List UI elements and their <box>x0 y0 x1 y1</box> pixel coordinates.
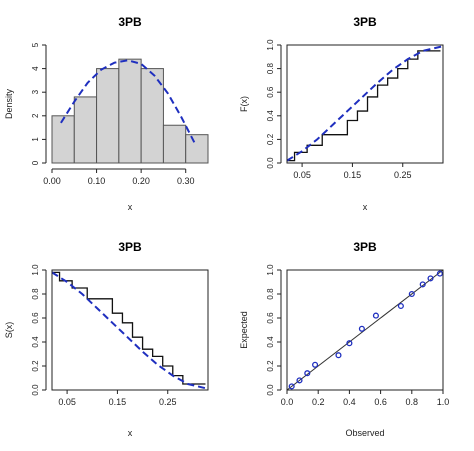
y-tick-label: 1 <box>31 137 40 142</box>
fitted-density-curve <box>60 59 196 144</box>
y-tick-label: 3 <box>31 89 40 94</box>
x-tick-label: 0.4 <box>343 397 356 407</box>
data-point <box>304 370 311 377</box>
x-tick-label: 0.10 <box>88 176 106 186</box>
chart-title: 3PB <box>353 15 377 29</box>
histogram-bar <box>96 68 120 164</box>
data-point <box>397 302 404 310</box>
histogram-bar <box>185 134 209 164</box>
y-tick-label: 0.2 <box>266 133 275 145</box>
fitted-curve <box>286 45 444 162</box>
y-axis-title: Expected <box>239 311 249 349</box>
histogram-bar <box>140 68 164 164</box>
panel-histogram-density: 3PB 0.00 0.10 0.20 0.30 0 1 2 3 4 5 x Density <box>4 15 209 212</box>
histogram-bar <box>51 115 75 164</box>
x-axis-title: x <box>128 202 133 212</box>
data-point <box>427 275 434 282</box>
y-tick-label: 2 <box>31 113 40 118</box>
x-tick-label: 0.25 <box>159 397 177 407</box>
data-point <box>372 312 379 319</box>
y-axis-title: Density <box>4 88 14 119</box>
x-tick-label: 0.15 <box>109 397 127 407</box>
data-point <box>408 290 415 298</box>
chart-title: 3PB <box>118 15 142 29</box>
y-axis-title: S(x) <box>4 322 14 339</box>
x-axis-title: x <box>128 428 133 438</box>
histogram-bar <box>73 96 98 164</box>
x-axis-title: x <box>363 202 368 212</box>
histogram-bar <box>118 58 142 164</box>
x-tick-label: 0.20 <box>132 176 150 186</box>
y-tick-label: 0.0 <box>266 384 275 396</box>
x-tick-label: 0.25 <box>394 170 412 180</box>
y-tick-label: 0.0 <box>31 384 40 396</box>
y-tick-label: 0.6 <box>266 312 275 324</box>
y-tick-label: 1.0 <box>266 264 275 276</box>
y-tick-label: 0.8 <box>31 288 40 300</box>
y-tick-label: 0.6 <box>266 86 275 98</box>
x-tick-label: 0.30 <box>177 176 195 186</box>
y-tick-label: 0 <box>31 160 40 165</box>
y-axis-title: F(x) <box>239 96 249 112</box>
y-tick-label: 0.2 <box>31 360 40 372</box>
data-point <box>419 281 426 288</box>
data-point <box>288 383 295 390</box>
x-tick-label: 0.2 <box>312 397 325 407</box>
x-tick-label: 1.0 <box>437 397 450 407</box>
chart-title: 3PB <box>353 240 377 254</box>
x-tick-label: 0.6 <box>374 397 387 407</box>
y-tick-label: 0.8 <box>266 62 275 74</box>
y-tick-label: 4 <box>31 66 40 71</box>
data-point <box>346 340 353 347</box>
panel-pp-plot: 3PB 0.0 0.2 0.4 0.6 0.8 1.0 0.0 0.2 0.4 0.6 0.8 1.0 O… <box>239 240 449 438</box>
x-tick-label: 0.00 <box>43 176 61 186</box>
reference-line <box>286 269 444 391</box>
data-point <box>436 270 443 277</box>
x-tick-label: 0.15 <box>344 170 362 180</box>
x-tick-label: 0.05 <box>58 397 76 407</box>
data-point <box>358 325 365 332</box>
y-tick-label: 0.8 <box>266 288 275 300</box>
data-point <box>335 352 342 359</box>
y-tick-label: 0.2 <box>266 360 275 372</box>
y-tick-label: 1.0 <box>266 39 275 51</box>
chart-title: 3PB <box>118 240 142 254</box>
data-point <box>296 377 303 384</box>
y-tick-label: 0.0 <box>266 157 275 169</box>
fitted-curve <box>51 271 209 390</box>
y-tick-label: 5 <box>31 42 40 47</box>
x-tick-label: 0.05 <box>293 170 311 180</box>
x-axis-title: Observed <box>345 428 384 438</box>
y-tick-label: 0.4 <box>266 336 275 348</box>
histogram-bar <box>162 124 187 164</box>
x-tick-label: 0.8 <box>406 397 419 407</box>
y-tick-label: 1.0 <box>31 264 40 276</box>
y-tick-label: 0.4 <box>266 110 275 122</box>
panel-cdf: 3PB 0.05 0.15 0.25 0.0 0.2 0.4 0.6 0.8 1.0 x F(x) <box>239 15 444 212</box>
y-tick-label: 0.4 <box>31 336 40 348</box>
x-tick-label: 0.0 <box>281 397 294 407</box>
data-point <box>312 361 319 368</box>
panel-survival: 3PB 0.05 0.15 0.25 0.0 0.2 0.4 0.6 0.8 1.0 x S(x) <box>4 240 209 438</box>
y-tick-label: 0.6 <box>31 312 40 324</box>
